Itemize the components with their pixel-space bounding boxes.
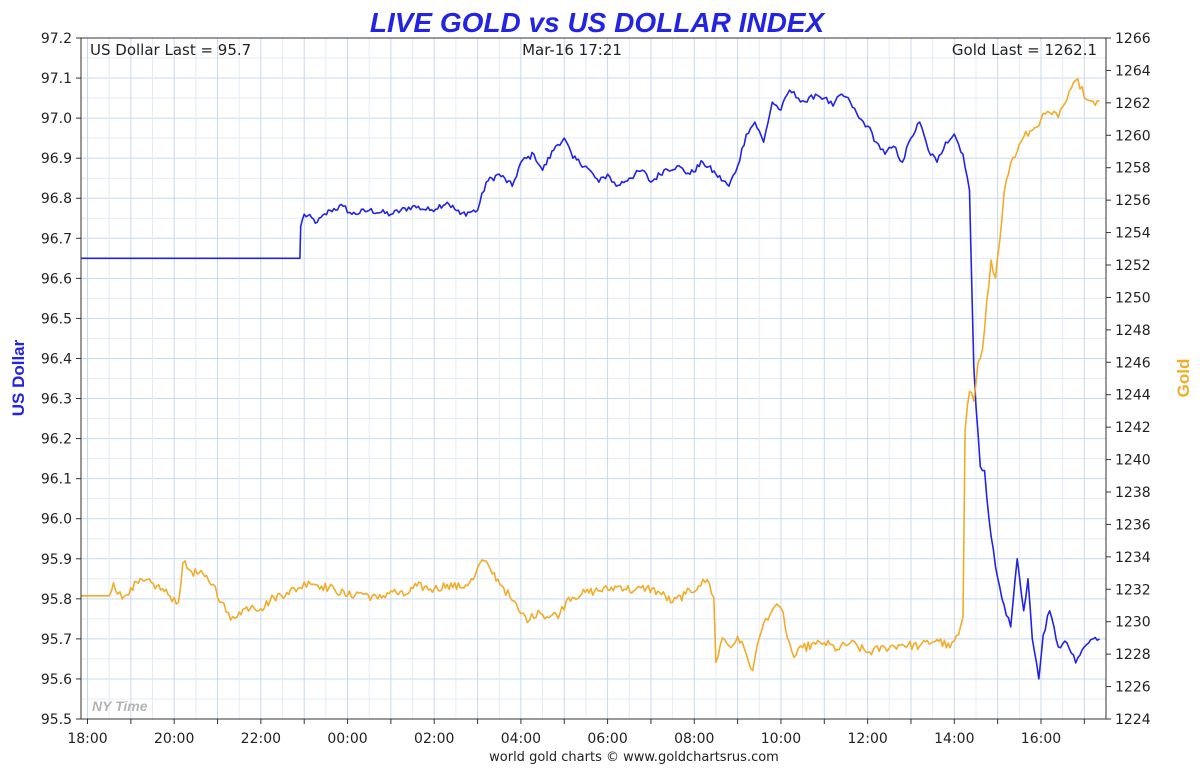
x-tick-label: 14:00 xyxy=(934,731,974,747)
right-tick-label: 1258 xyxy=(1115,161,1151,177)
left-tick-label: 95.6 xyxy=(41,672,72,688)
left-tick-label: 96.2 xyxy=(41,432,72,448)
right-axis-label: Gold xyxy=(1174,359,1193,398)
left-tick-label: 96.8 xyxy=(41,191,72,207)
left-tick-label: 97.0 xyxy=(41,111,72,127)
left-tick-label: 96.7 xyxy=(41,231,72,247)
left-tick-label: 95.9 xyxy=(41,552,72,568)
us-dollar-series-line xyxy=(81,89,1100,680)
x-tick-label: 12:00 xyxy=(847,731,887,747)
left-tick-label: 96.0 xyxy=(41,512,72,528)
right-axis-ticks: 1224 1226 1228 1230 1232 1234 1236 1238 1240 1242… xyxy=(1106,31,1151,728)
left-tick-label: 97.1 xyxy=(41,71,72,87)
left-tick-label: 95.5 xyxy=(41,712,72,728)
x-tick-label: 16:00 xyxy=(1021,731,1061,747)
series-layer xyxy=(81,78,1100,680)
left-tick-label: 96.3 xyxy=(41,392,72,408)
left-tick-label: 96.1 xyxy=(41,472,72,488)
right-tick-label: 1234 xyxy=(1115,550,1151,566)
right-tick-label: 1248 xyxy=(1115,323,1151,339)
left-tick-label: 97.2 xyxy=(41,31,72,47)
right-tick-label: 1250 xyxy=(1115,290,1151,306)
right-tick-label: 1262 xyxy=(1115,96,1151,112)
right-tick-label: 1244 xyxy=(1115,388,1151,404)
right-tick-label: 1226 xyxy=(1115,680,1151,696)
left-axis-ticks: 95.5 95.6 95.7 95.8 95.9 96.0 96.1 96.2 96.3 96.4… xyxy=(41,31,81,728)
gold-series-line xyxy=(81,78,1100,672)
right-tick-label: 1224 xyxy=(1115,712,1151,728)
x-tick-label: 20:00 xyxy=(154,731,194,747)
plot-frame xyxy=(80,37,1107,720)
timestamp-label: Mar-16 17:21 xyxy=(522,41,622,59)
gold-last-label: Gold Last = 1262.1 xyxy=(952,41,1097,59)
time-zone-label: NY Time xyxy=(92,698,148,714)
x-tick-label: 18:00 xyxy=(67,731,107,747)
left-tick-label: 96.4 xyxy=(41,351,72,367)
x-tick-label: 04:00 xyxy=(501,731,541,747)
x-tick-label: 02:00 xyxy=(414,731,454,747)
left-tick-label: 96.6 xyxy=(41,271,72,287)
x-tick-label: 10:00 xyxy=(761,731,801,747)
right-tick-label: 1266 xyxy=(1115,31,1151,47)
right-tick-label: 1228 xyxy=(1115,647,1151,663)
right-tick-label: 1264 xyxy=(1115,63,1151,79)
right-tick-label: 1242 xyxy=(1115,420,1151,436)
right-tick-label: 1232 xyxy=(1115,582,1151,598)
right-tick-label: 1254 xyxy=(1115,226,1151,242)
x-axis-ticks: 18:00 20:00 22:00 00:00 02:00 04:00 06:00 08:00… xyxy=(67,719,1085,747)
x-tick-label: 08:00 xyxy=(674,731,714,747)
x-tick-label: 00:00 xyxy=(327,731,367,747)
x-tick-label: 22:00 xyxy=(241,731,281,747)
left-tick-label: 96.5 xyxy=(41,311,72,327)
right-tick-label: 1230 xyxy=(1115,615,1151,631)
source-credit: world gold charts © www.goldchartsrus.co… xyxy=(489,750,779,765)
right-tick-label: 1240 xyxy=(1115,453,1151,469)
x-tick-label: 06:00 xyxy=(587,731,627,747)
right-tick-label: 1260 xyxy=(1115,128,1151,144)
right-tick-label: 1236 xyxy=(1115,517,1151,533)
left-axis-label: US Dollar xyxy=(9,339,28,416)
left-tick-label: 95.8 xyxy=(41,592,72,608)
right-tick-label: 1252 xyxy=(1115,258,1151,274)
right-tick-label: 1256 xyxy=(1115,193,1151,209)
left-tick-label: 95.7 xyxy=(41,632,72,648)
grid xyxy=(81,37,1107,720)
left-tick-label: 96.9 xyxy=(41,151,72,167)
chart-title: LIVE GOLD vs US DOLLAR INDEX xyxy=(370,7,827,38)
right-tick-label: 1246 xyxy=(1115,355,1151,371)
right-tick-label: 1238 xyxy=(1115,485,1151,501)
dollar-last-label: US Dollar Last = 95.7 xyxy=(90,41,251,59)
